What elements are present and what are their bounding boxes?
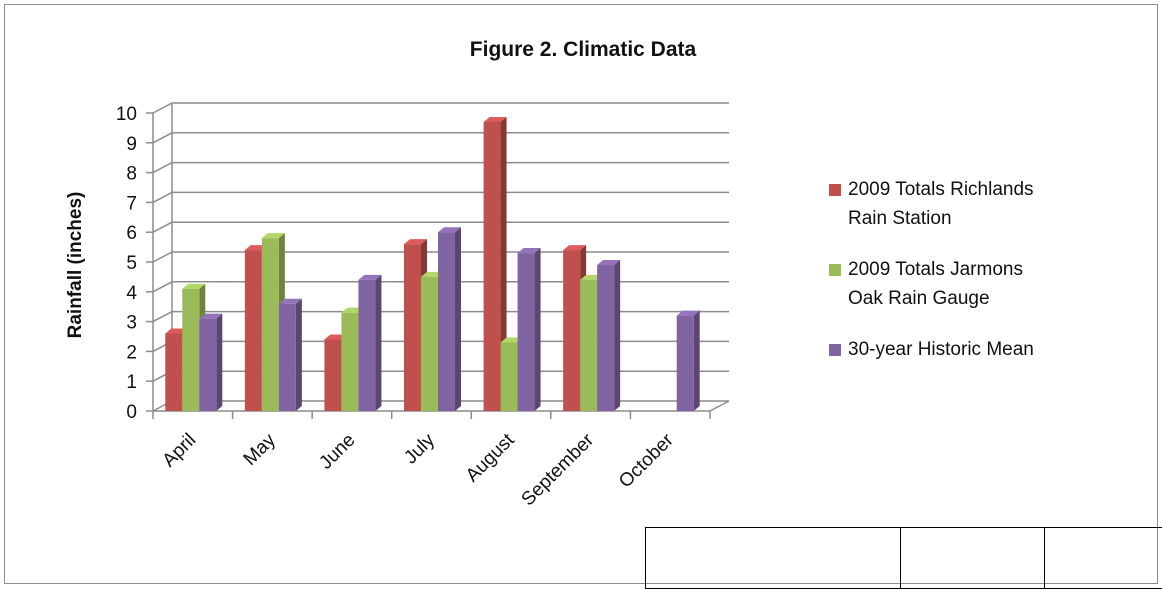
gridline-depth xyxy=(153,163,172,173)
bar-side xyxy=(614,260,620,411)
bar xyxy=(421,277,438,411)
bar xyxy=(199,319,216,411)
bar xyxy=(518,253,535,411)
bar xyxy=(341,313,358,411)
y-tick-label: 9 xyxy=(126,134,137,155)
table-cell xyxy=(1044,528,1162,589)
bar xyxy=(182,289,199,411)
x-tick-label: September xyxy=(518,429,599,510)
y-tick-label: 6 xyxy=(126,223,137,244)
x-tick-label: October xyxy=(615,429,678,492)
legend-item: 30-year Historic Mean xyxy=(826,335,1126,364)
bar xyxy=(677,316,694,411)
bar xyxy=(484,122,501,411)
plot-area: 0 1 2 3 4 5 6 7 8 9 10 April May June July AugustSeptem… xyxy=(116,103,729,510)
bar xyxy=(563,250,580,411)
y-tick-label: 7 xyxy=(126,193,137,214)
bar xyxy=(501,342,518,411)
bar xyxy=(262,238,279,411)
bar-side xyxy=(694,311,700,411)
bottom-table-fragment xyxy=(645,527,1162,589)
y-tick-label: 1 xyxy=(126,372,137,393)
legend-swatch xyxy=(829,344,841,356)
x-tick-label: July xyxy=(400,429,439,468)
y-tick-label: 8 xyxy=(126,164,137,185)
bar-side xyxy=(535,248,541,411)
bar-side xyxy=(296,299,302,411)
bar xyxy=(597,265,614,411)
y-axis-label: Rainfall (inches) xyxy=(65,192,86,339)
legend-label: Oak Rain Gauge xyxy=(848,284,1126,313)
y-tick-label: 2 xyxy=(126,342,137,363)
bar xyxy=(245,250,262,411)
legend-swatch xyxy=(829,184,841,196)
floor-right-edge xyxy=(710,401,729,411)
legend-swatch xyxy=(829,264,841,276)
y-tick-label: 0 xyxy=(126,402,137,423)
bar xyxy=(438,232,455,411)
x-tick-label: April xyxy=(159,430,201,472)
chart-title: Figure 2. Climatic Data xyxy=(470,38,697,61)
bar-side xyxy=(216,314,222,411)
bar xyxy=(279,304,296,411)
gridline-depth xyxy=(153,222,172,232)
legend-label: 30-year Historic Mean xyxy=(848,335,1126,364)
legend-label: Rain Station xyxy=(848,204,1126,233)
table-cell xyxy=(901,528,1045,589)
y-tick-label: 5 xyxy=(126,253,137,274)
gridline-depth xyxy=(153,312,172,322)
gridline-depth xyxy=(153,103,172,113)
x-tick-label: June xyxy=(315,430,359,474)
bar xyxy=(165,334,182,411)
table-row xyxy=(646,528,1162,589)
gridline-depth xyxy=(153,192,172,202)
gridline-depth xyxy=(153,133,172,143)
bar xyxy=(580,280,597,411)
legend-label: 2009 Totals Jarmons xyxy=(848,255,1126,284)
bar-side xyxy=(375,275,381,411)
bar xyxy=(358,280,375,411)
y-tick-label: 4 xyxy=(126,283,137,304)
gridline-depth xyxy=(153,282,172,292)
gridline-depth xyxy=(153,252,172,262)
y-tick-label: 3 xyxy=(126,313,137,334)
x-tick-label: August xyxy=(462,429,519,486)
legend-label: 2009 Totals Richlands xyxy=(848,175,1126,204)
y-tick-label: 10 xyxy=(116,104,137,125)
bar-side xyxy=(455,227,461,411)
table-cell xyxy=(646,528,901,589)
x-tick-label: May xyxy=(240,429,281,470)
bar xyxy=(324,339,341,411)
bar xyxy=(404,244,421,411)
